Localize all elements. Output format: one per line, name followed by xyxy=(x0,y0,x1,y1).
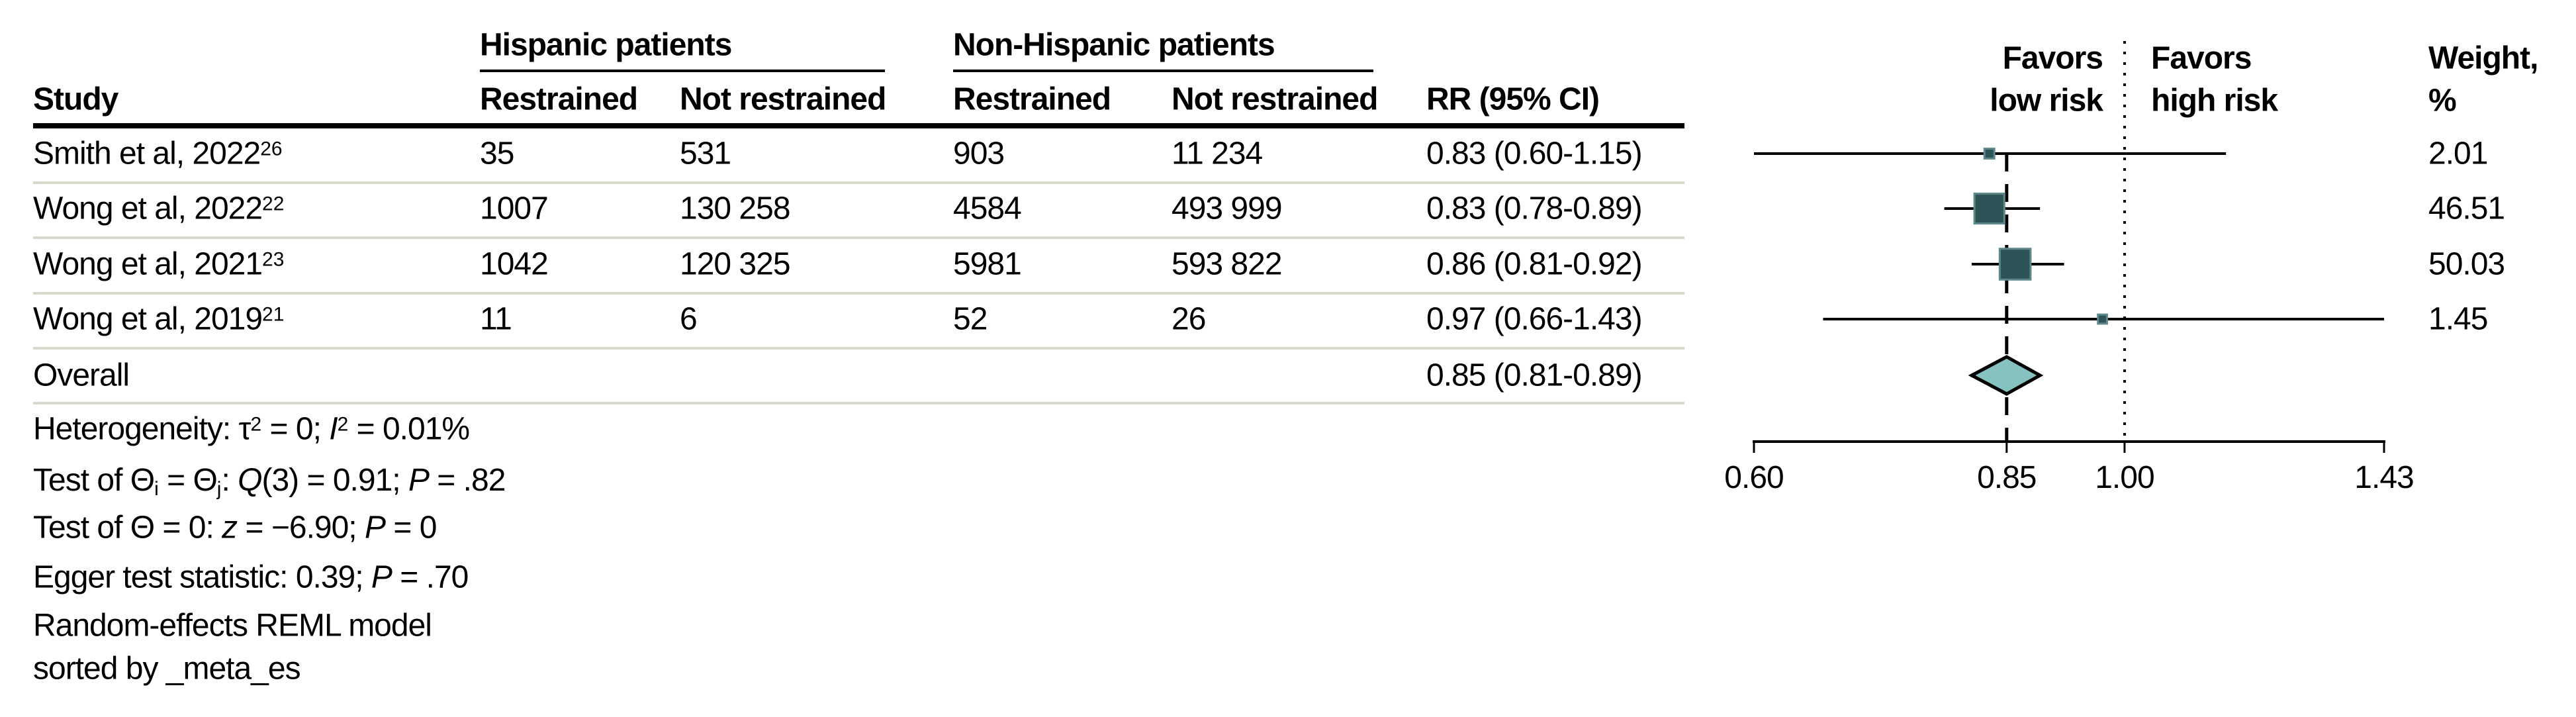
hispanic-not-restrained-value: 120 325 xyxy=(680,246,791,282)
row-separator xyxy=(33,181,1684,184)
group-header-non-hispanic: Non-Hispanic patients xyxy=(953,27,1275,63)
weight-header-line1: Weight, xyxy=(2428,40,2538,76)
q-test-note: Test of Θi = Θj: Q(3) = 0.91; P = .82 xyxy=(33,462,506,501)
favors-low-risk-label-line1: Favors xyxy=(2002,40,2103,76)
x-axis-tick-label: 1.00 xyxy=(2095,460,2154,495)
non-hispanic-not-restrained-value: 493 999 xyxy=(1172,191,1283,226)
effect-square xyxy=(1973,192,2005,225)
group-underline-non-hispanic xyxy=(953,70,1373,72)
col-header-rr: RR (95% CI) xyxy=(1426,81,1600,117)
group-header-hispanic: Hispanic patients xyxy=(480,27,732,63)
reference-superscript: 21 xyxy=(262,303,285,326)
model-note: Random-effects REML model xyxy=(33,608,432,644)
non-hispanic-restrained-value: 4584 xyxy=(953,191,1022,226)
effect-square xyxy=(1983,148,1996,160)
z-test-note: Test of Θ = 0: z = −6.90; P = 0 xyxy=(33,510,437,546)
row-separator xyxy=(33,402,1684,405)
overall-rr-ci-value: 0.85 (0.81-0.89) xyxy=(1426,358,1643,393)
col-header-not-restrained-h: Not restrained xyxy=(680,81,886,117)
hispanic-restrained-value: 1007 xyxy=(480,191,549,226)
row-separator xyxy=(33,236,1684,239)
study-label: Smith et al, 202226 xyxy=(33,136,283,171)
non-hispanic-not-restrained-value: 11 234 xyxy=(1172,136,1263,171)
x-axis-tick-label: 1.43 xyxy=(2354,460,2413,495)
reference-superscript: 22 xyxy=(262,193,285,215)
rr-ci-value: 0.97 (0.66-1.43) xyxy=(1426,301,1643,337)
weight-value: 50.03 xyxy=(2428,246,2505,282)
reference-superscript: 26 xyxy=(260,138,283,160)
col-header-study: Study xyxy=(33,81,118,117)
header-rule xyxy=(33,123,1684,128)
egger-test-note: Egger test statistic: 0.39; P = .70 xyxy=(33,559,469,595)
col-header-not-restrained-nh: Not restrained xyxy=(1172,81,1378,117)
hispanic-restrained-value: 35 xyxy=(480,136,514,171)
weight-value: 1.45 xyxy=(2428,301,2488,337)
hispanic-restrained-value: 1042 xyxy=(480,246,549,282)
study-label: Wong et al, 201921 xyxy=(33,301,285,337)
weight-value: 2.01 xyxy=(2428,136,2488,171)
row-separator xyxy=(33,347,1684,350)
sort-note: sorted by _meta_es xyxy=(33,651,301,687)
non-hispanic-restrained-value: 52 xyxy=(953,301,988,337)
favors-high-risk-label-line2: high risk xyxy=(2151,83,2278,119)
row-separator xyxy=(33,292,1684,295)
study-label: Wong et al, 202123 xyxy=(33,246,285,282)
favors-high-risk-label-line1: Favors xyxy=(2151,40,2252,76)
effect-square xyxy=(2097,313,2108,325)
favors-low-risk-label-line2: low risk xyxy=(1990,83,2103,119)
col-header-restrained-nh: Restrained xyxy=(953,81,1111,117)
non-hispanic-not-restrained-value: 26 xyxy=(1172,301,1206,337)
x-axis-tick-label: 0.85 xyxy=(1977,460,2036,495)
weight-value: 46.51 xyxy=(2428,191,2505,226)
x-axis-tick-label: 0.60 xyxy=(1724,460,1783,495)
rr-ci-value: 0.83 (0.78-0.89) xyxy=(1426,191,1643,226)
col-header-restrained-h: Restrained xyxy=(480,81,638,117)
hispanic-restrained-value: 11 xyxy=(480,301,512,337)
hispanic-not-restrained-value: 6 xyxy=(680,301,698,337)
reference-superscript: 23 xyxy=(262,248,285,271)
non-hispanic-restrained-value: 5981 xyxy=(953,246,1022,282)
non-hispanic-not-restrained-value: 593 822 xyxy=(1172,246,1283,282)
rr-ci-value: 0.83 (0.60-1.15) xyxy=(1426,136,1643,171)
group-underline-hispanic xyxy=(480,70,885,72)
hispanic-not-restrained-value: 130 258 xyxy=(680,191,791,226)
weight-header-line2: % xyxy=(2428,83,2457,119)
effect-square xyxy=(1998,248,2032,281)
non-hispanic-restrained-value: 903 xyxy=(953,136,1005,171)
hispanic-not-restrained-value: 531 xyxy=(680,136,731,171)
overall-label: Overall xyxy=(33,358,130,393)
rr-ci-value: 0.86 (0.81-0.92) xyxy=(1426,246,1643,282)
study-label: Wong et al, 202222 xyxy=(33,191,285,226)
heterogeneity-note: Heterogeneity: τ2 = 0; I2 = 0.01% xyxy=(33,411,470,447)
overall-diamond xyxy=(1968,355,2044,396)
